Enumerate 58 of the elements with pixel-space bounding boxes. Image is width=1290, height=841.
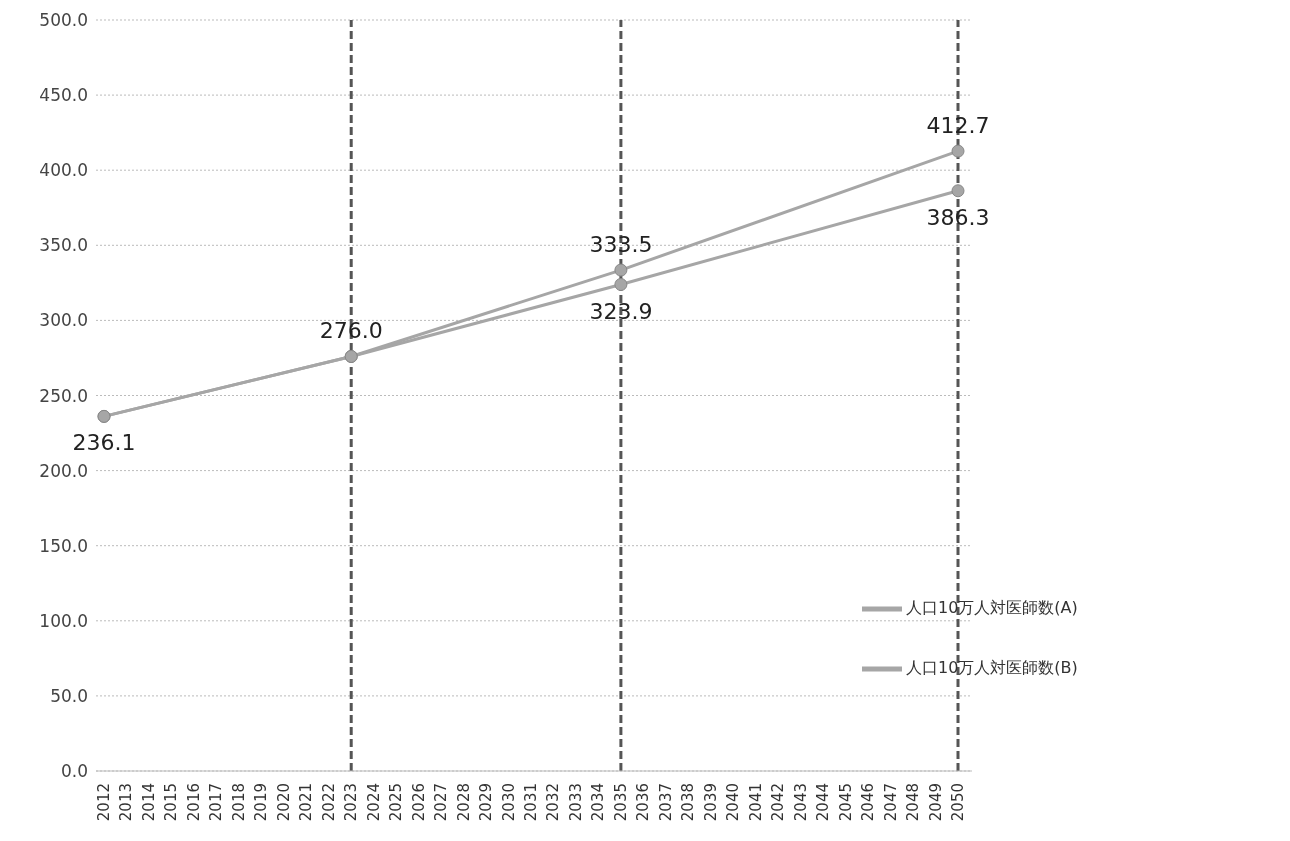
y-tick-label: 250.0 xyxy=(39,385,88,406)
x-tick-label: 2024 xyxy=(364,783,383,822)
y-tick-label: 400.0 xyxy=(39,160,88,181)
x-tick-label: 2036 xyxy=(634,783,653,822)
x-tick-label: 2028 xyxy=(454,783,473,822)
data-label: 412.7 xyxy=(926,113,990,139)
x-tick-label: 2025 xyxy=(387,783,406,822)
y-tick-label: 150.0 xyxy=(39,535,88,556)
x-tick-label: 2038 xyxy=(679,783,698,822)
data-label: 323.9 xyxy=(589,298,653,324)
y-tick-label: 350.0 xyxy=(39,235,88,256)
x-tick-label: 2035 xyxy=(611,783,630,822)
x-tick-label: 2042 xyxy=(769,783,788,822)
x-tick-label: 2040 xyxy=(724,783,743,822)
y-tick-label: 100.0 xyxy=(39,610,88,631)
x-tick-label: 2020 xyxy=(274,783,293,822)
x-tick-label: 2023 xyxy=(342,783,361,822)
x-tick-label: 2032 xyxy=(544,783,563,822)
x-tick-label: 2041 xyxy=(746,783,765,822)
x-tick-label: 2012 xyxy=(95,783,113,822)
x-tick-label: 2030 xyxy=(499,783,518,822)
x-tick-label: 2039 xyxy=(701,783,720,822)
x-tick-label: 2017 xyxy=(207,783,226,822)
x-tick-label: 2013 xyxy=(117,783,136,822)
x-tick-label: 2048 xyxy=(904,783,923,822)
x-tick-label: 2019 xyxy=(252,783,271,822)
data-label: 333.5 xyxy=(589,232,653,258)
y-tick-label: 200.0 xyxy=(39,460,88,481)
x-tick-label: 2047 xyxy=(881,783,900,822)
legend-label: 人口10万人対医師数(B) xyxy=(906,658,1078,677)
x-tick-label: 2034 xyxy=(589,783,608,822)
data-label: 386.3 xyxy=(926,204,990,230)
legend-label: 人口10万人対医師数(A) xyxy=(906,598,1078,617)
x-tick-label: 2031 xyxy=(522,783,540,822)
data-label: 276.0 xyxy=(319,318,383,344)
x-tick-label: 2016 xyxy=(184,783,203,822)
x-tick-label: 2044 xyxy=(814,783,833,822)
x-tick-label: 2046 xyxy=(859,783,878,822)
x-tick-label: 2022 xyxy=(319,783,338,822)
x-tick-label: 2037 xyxy=(656,783,675,822)
x-tick-label: 2033 xyxy=(566,783,585,822)
y-tick-label: 500.0 xyxy=(39,10,88,31)
y-tick-label: 50.0 xyxy=(50,685,88,706)
x-tick-label: 2043 xyxy=(791,783,810,822)
x-tick-label: 2045 xyxy=(836,783,855,822)
x-tick-label: 2029 xyxy=(477,783,496,822)
x-tick-label: 2027 xyxy=(432,783,451,822)
y-tick-label: 0.0 xyxy=(60,761,88,782)
x-tick-label: 2026 xyxy=(409,783,428,822)
y-tick-label: 300.0 xyxy=(39,310,88,331)
x-tick-label: 2049 xyxy=(926,783,945,822)
x-tick-label: 2014 xyxy=(139,783,158,822)
data-label: 236.1 xyxy=(72,430,136,456)
x-tick-label: 2050 xyxy=(949,783,967,822)
x-tick-label: 2015 xyxy=(162,783,181,822)
y-tick-label: 450.0 xyxy=(39,85,88,106)
x-tick-label: 2021 xyxy=(297,783,316,822)
x-tick-label: 2018 xyxy=(229,783,248,822)
